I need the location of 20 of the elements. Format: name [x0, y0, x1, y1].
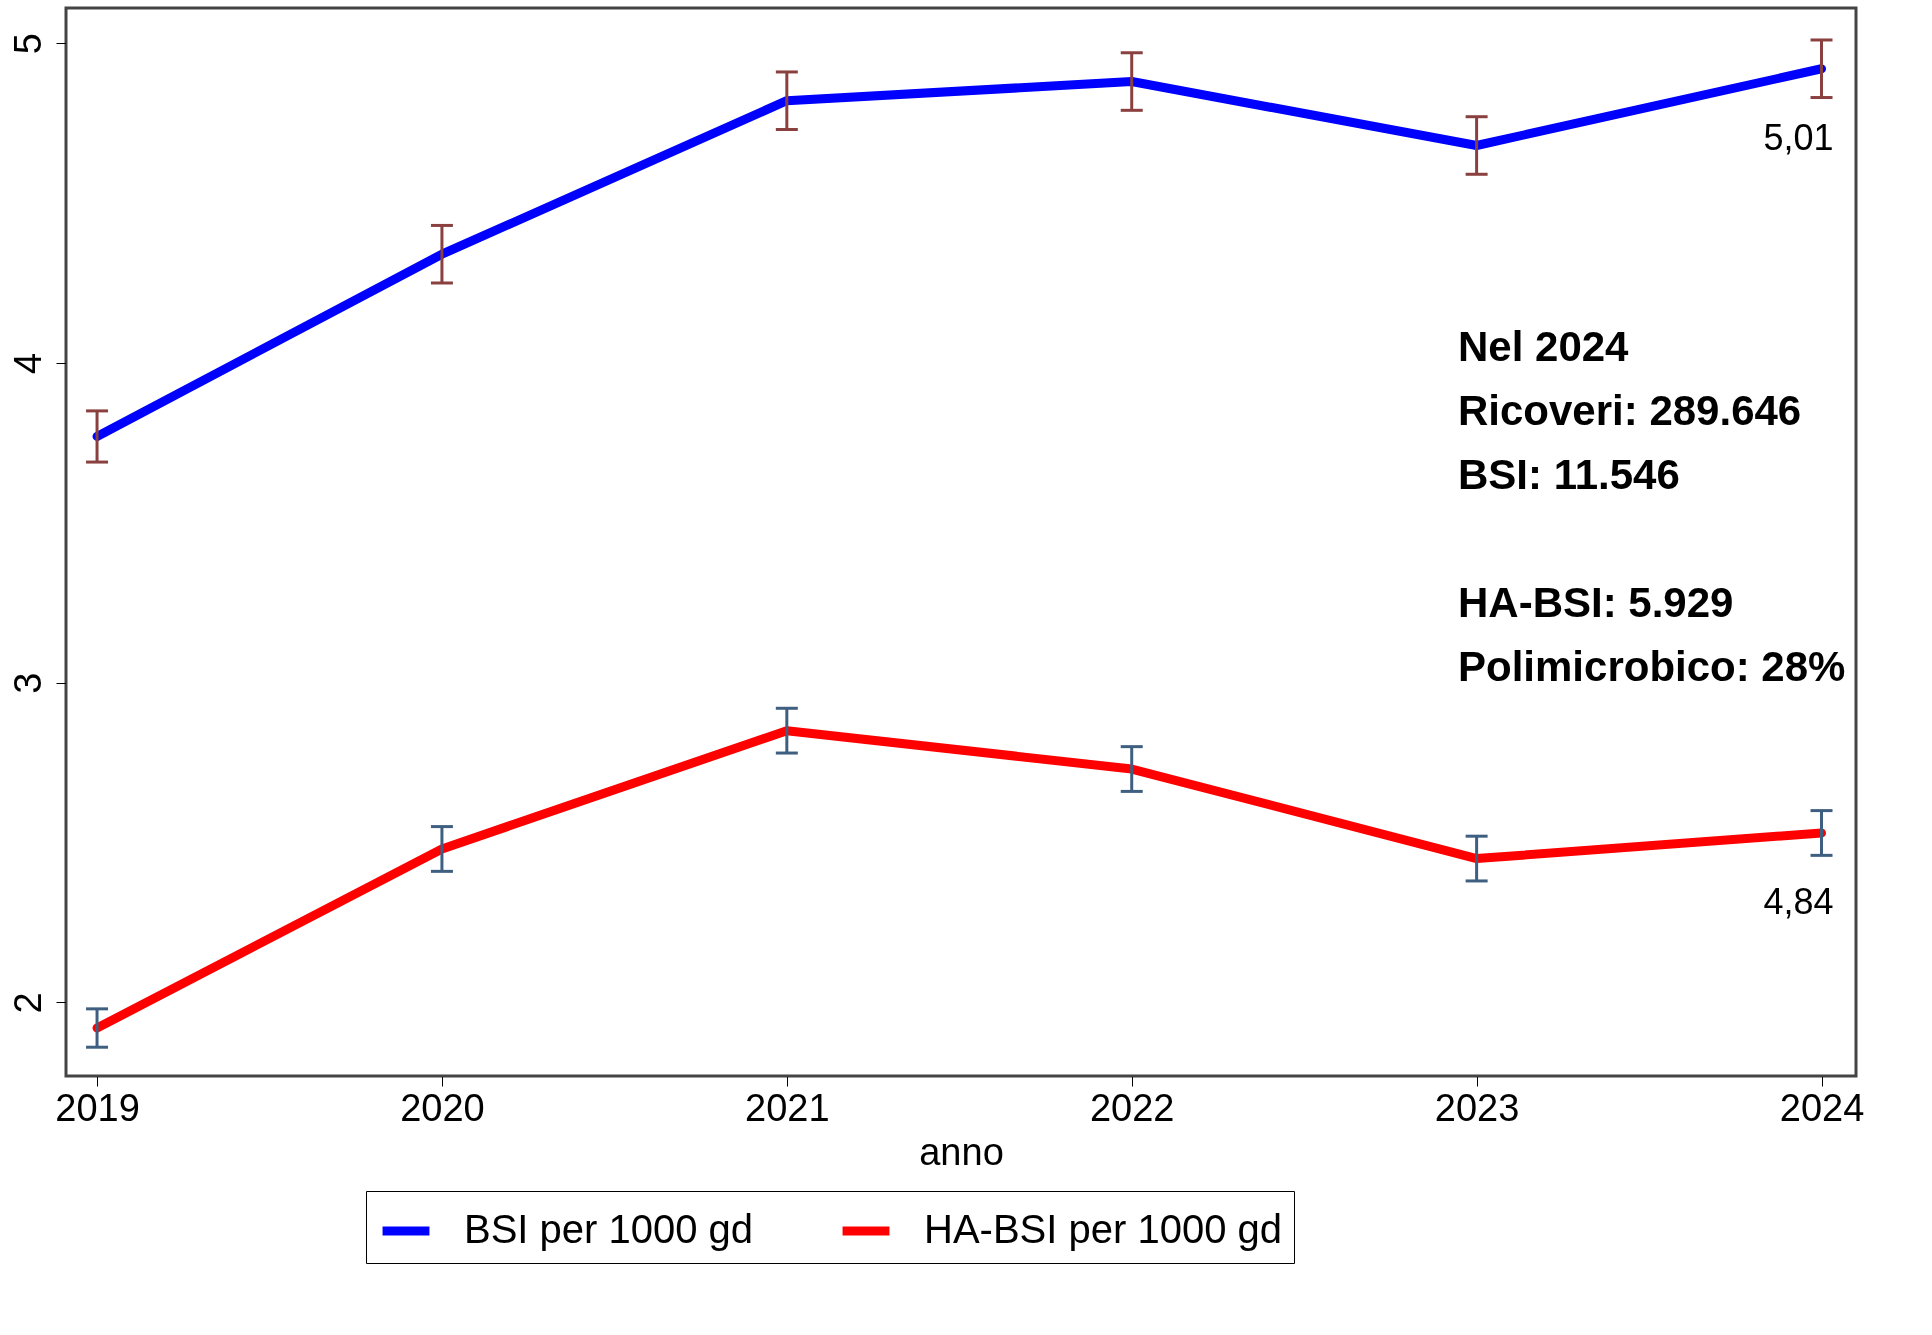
- legend-label: BSI per 1000 gd: [464, 1207, 754, 1251]
- y-tick-label: 4: [6, 352, 49, 374]
- annotation: 4,84: [1763, 880, 1834, 922]
- y-tick-label: 3: [6, 672, 49, 694]
- x-axis-title: anno: [919, 1130, 1004, 1173]
- annotation: Ricoveri: 289.646: [1458, 387, 1802, 434]
- annotation: 5,01: [1763, 116, 1834, 158]
- x-tick-label: 2024: [1779, 1086, 1865, 1129]
- x-tick-label: 2021: [745, 1086, 830, 1129]
- y-tick-label: 5: [6, 33, 49, 55]
- annotation: BSI: 11.546: [1458, 451, 1680, 498]
- annotation: Polimicrobico: 28%: [1458, 643, 1846, 690]
- x-tick-label: 2022: [1089, 1086, 1175, 1129]
- annotation: Nel 2024: [1458, 323, 1630, 370]
- x-tick-label: 2019: [55, 1086, 140, 1129]
- x-tick-label: 2020: [400, 1086, 485, 1129]
- legend-label: HA-BSI per 1000 gd: [924, 1207, 1282, 1251]
- y-tick-label: 2: [6, 992, 49, 1014]
- x-tick-label: 2023: [1434, 1086, 1520, 1129]
- annotation: HA-BSI: 5.929: [1458, 579, 1734, 626]
